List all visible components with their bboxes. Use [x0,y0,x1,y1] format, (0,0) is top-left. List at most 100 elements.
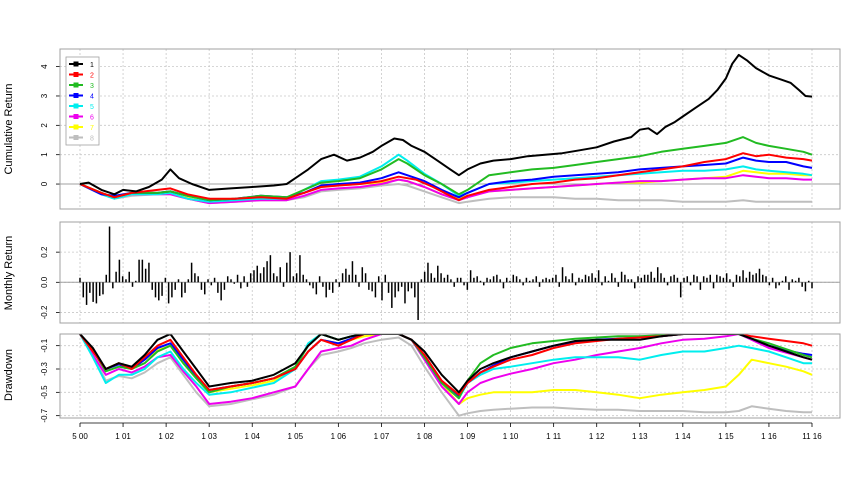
monthly-bar [643,274,646,283]
x-tick-label: 1 03 [201,432,217,441]
monthly-bar [509,280,511,283]
monthly-bar [791,279,794,283]
monthly-bar [528,280,531,283]
x-tick-label: 1 16 [761,432,777,441]
monthly-bar [489,279,492,283]
y-tick-label: -0.5 [40,385,49,399]
y-tick-label: 3 [40,93,49,98]
monthly-bar [92,282,94,302]
y-tick-label: 0.0 [40,276,49,288]
monthly-bar [377,276,380,283]
monthly-bar [463,282,465,286]
monthly-bar [578,277,580,283]
panel-frame [59,333,841,419]
monthly-bar [89,282,91,293]
monthly-bar [240,282,242,289]
monthly-bar [496,274,498,283]
monthly-bar [450,279,452,283]
plot-area [79,226,813,320]
cumulative-ylabel: Cumulative Return [3,83,15,174]
monthly-bar [768,282,771,286]
legend-box [65,56,100,146]
monthly-bar [729,279,731,283]
legend-label-4: 4 [90,94,94,101]
monthly-bar [762,274,764,283]
monthly-bar [807,280,810,283]
monthly-bar [676,277,679,283]
monthly-bar [167,282,170,304]
monthly-bar [525,277,528,283]
monthly-bar [709,274,711,283]
drawdown-ylabel: Drawdown [3,349,15,401]
monthly-bar [430,273,432,283]
legend-marker-3 [73,82,79,88]
monthly-bar [315,282,318,295]
legend-label-1: 1 [90,62,94,69]
monthly-bar [351,261,354,283]
monthly-bar [427,262,429,283]
monthly-bar [502,282,505,289]
x-tick-label: 1 14 [675,432,691,441]
monthly-bar [269,255,272,283]
legend-label-6: 6 [90,115,94,122]
monthly-bar [417,282,419,320]
monthly-bar [279,267,281,283]
monthly-bar [194,273,196,283]
monthly-bar [187,279,190,283]
monthly-bar [614,277,616,283]
monthly-bar [683,277,685,283]
monthly-bar [112,282,114,289]
monthly-bar [423,271,426,283]
monthly-bar [190,262,193,283]
x-tick-label: 1 15 [718,432,734,441]
monthly-bar [640,277,643,283]
legend-marker-8 [73,135,79,140]
monthly-bar [203,282,206,295]
monthly-bar [312,282,314,289]
monthly-bar [804,282,807,292]
y-tick-label: 0 [40,181,49,186]
monthly-bar [492,276,495,283]
monthly-bar [295,273,298,283]
monthly-bar [164,277,167,283]
monthly-bar [374,282,377,298]
monthly-bar [391,282,393,308]
monthly-bar [574,282,577,286]
monthly-bar [571,273,574,283]
monthly-bar [656,267,659,283]
monthly-bar [400,282,403,287]
monthly-bar [630,279,633,283]
monthly-bar [371,282,373,292]
monthly-bar [348,274,350,283]
monthly-bar [223,282,226,290]
monthly-bar [505,277,508,283]
monthly-bar [551,277,554,283]
monthly-bar [420,279,423,283]
monthly-bar [125,279,127,283]
monthly-bar [673,274,675,283]
monthly-bar [105,274,108,283]
y-tick-label: 2 [40,123,49,128]
monthly-bar [213,277,216,283]
legend-marker-4 [73,93,79,98]
monthly-bar [108,226,111,283]
monthly-bar [538,282,541,287]
legend-label-3: 3 [90,83,94,90]
monthly-bar [545,277,547,283]
monthly-bar [184,282,186,293]
monthly-bar [460,277,462,283]
monthly-bar [95,282,98,304]
x-tick-label: 1 12 [589,432,605,441]
monthly-bar [716,274,718,283]
monthly-bar [597,270,600,283]
monthly-bar [532,279,534,283]
monthly-bar [627,279,629,283]
monthly-bar [512,274,515,283]
monthly-bar [361,267,364,283]
monthly-bar [601,282,603,286]
monthly-bar [515,276,518,283]
monthly-bar [138,259,140,283]
monthly-bar [128,271,130,283]
monthly-bar [519,279,521,283]
